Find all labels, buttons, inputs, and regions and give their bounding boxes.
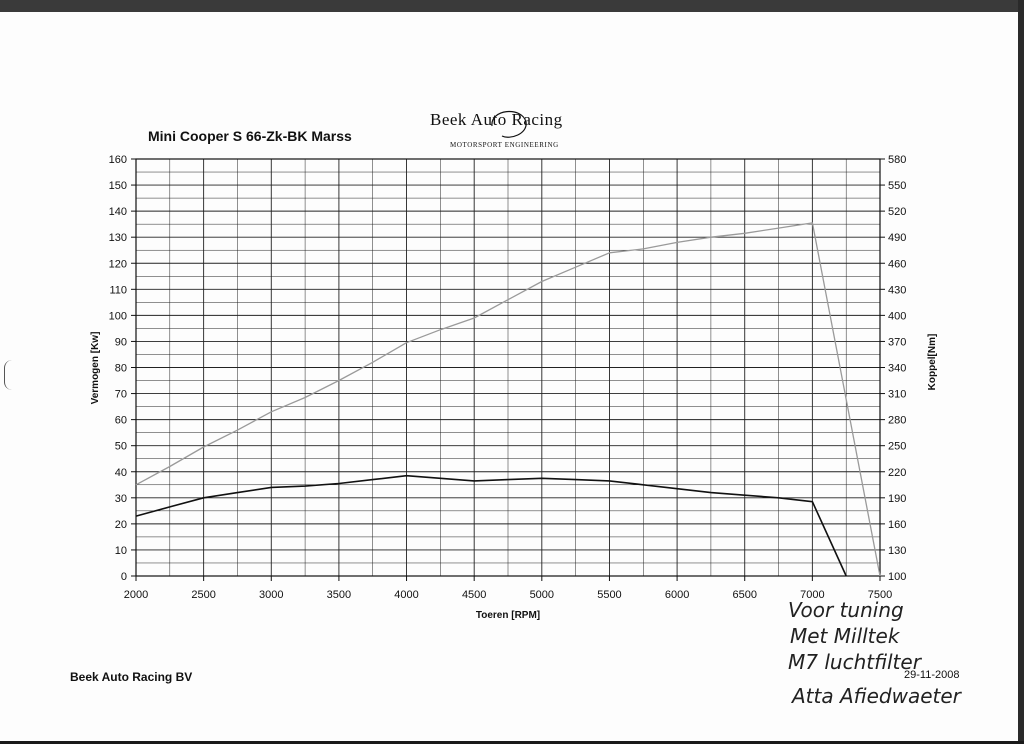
y2-tick-label: 370 [888, 336, 906, 348]
handwritten-note: Voor tuning [788, 598, 904, 622]
y2-tick-label: 460 [888, 258, 906, 270]
y-tick-label: 160 [109, 154, 127, 166]
x-tick-label: 7500 [868, 589, 892, 601]
x-tick-label: 2500 [191, 589, 215, 601]
y2-tick-label: 100 [888, 571, 906, 583]
y2-tick-label: 430 [888, 284, 906, 296]
handwritten-signature: Atta Afiedwaeter [792, 684, 961, 708]
y2-tick-label: 490 [888, 232, 906, 244]
logo-text: Beek Auto Racing [430, 110, 563, 129]
y-tick-label: 40 [115, 467, 127, 479]
chart-title: Mini Cooper S 66-Zk-BK Marss [148, 128, 352, 144]
y-tick-label: 0 [121, 571, 127, 583]
y-tick-label: 10 [115, 545, 127, 557]
y-tick-label: 130 [109, 232, 127, 244]
y2-tick-label: 520 [888, 206, 906, 218]
y-tick-label: 120 [109, 258, 127, 270]
series-line [135, 474, 847, 577]
y2-tick-label: 340 [888, 363, 906, 375]
x-tick-label: 4500 [462, 589, 486, 601]
chart-series [135, 222, 881, 577]
y2-tick-label: 130 [888, 545, 906, 557]
y2-tick-label: 250 [888, 441, 906, 453]
chart-grid [135, 158, 881, 577]
y-tick-label: 70 [115, 389, 127, 401]
y2-tick-label: 550 [888, 180, 906, 192]
paper-fold-mark [4, 360, 13, 390]
y-tick-label: 20 [115, 519, 127, 531]
logo-ring-icon [491, 110, 527, 138]
chart-tick-labels: 0 10 20 30 40 50 60 70 80 90 100 110 120 130 140 150 160… [109, 154, 907, 601]
y2-tick-label: 580 [888, 154, 906, 166]
chart-axes [131, 158, 885, 581]
y2-axis-label: Koppel[Nm] [927, 334, 938, 391]
y-tick-label: 140 [109, 206, 127, 218]
handwritten-note: M7 luchtfilter [788, 650, 921, 674]
y2-tick-label: 400 [888, 310, 906, 322]
y2-tick-label: 220 [888, 467, 906, 479]
logo-subtitle: MOTORSPORT ENGINEERING [450, 141, 559, 149]
y-tick-label: 50 [115, 441, 127, 453]
company-logo: Beek Auto Racing MOTORSPORT ENGINEERING [430, 104, 590, 154]
y-tick-label: 100 [109, 310, 127, 322]
y-tick-label: 150 [109, 180, 127, 192]
y2-tick-label: 280 [888, 415, 906, 427]
series-line [135, 222, 881, 577]
x-tick-label: 7000 [800, 589, 824, 601]
scan-top-edge [0, 0, 1024, 12]
x-tick-label: 5000 [530, 589, 554, 601]
y-tick-label: 30 [115, 493, 127, 505]
y-axis-label: Vermogen [Kw] [90, 332, 101, 405]
x-tick-label: 4000 [394, 589, 418, 601]
x-tick-label: 5500 [597, 589, 621, 601]
x-axis-label: Toeren [RPM] [476, 610, 540, 621]
scan-bottom-edge [0, 741, 1024, 744]
x-tick-label: 3500 [327, 589, 351, 601]
y-tick-label: 90 [115, 336, 127, 348]
test-date: 29-11-2008 [904, 669, 960, 681]
handwritten-note: Met Milltek [790, 624, 900, 648]
y-tick-label: 60 [115, 415, 127, 427]
scan-right-edge [1018, 0, 1024, 744]
y2-tick-label: 160 [888, 519, 906, 531]
y-tick-label: 80 [115, 363, 127, 375]
x-tick-label: 6500 [732, 589, 756, 601]
y-tick-label: 110 [109, 284, 127, 296]
y2-tick-label: 310 [888, 389, 906, 401]
company-name: Beek Auto Racing BV [70, 670, 193, 684]
y2-tick-label: 190 [888, 493, 906, 505]
x-tick-label: 6000 [665, 589, 689, 601]
x-tick-label: 2000 [124, 589, 148, 601]
x-tick-label: 3000 [259, 589, 283, 601]
